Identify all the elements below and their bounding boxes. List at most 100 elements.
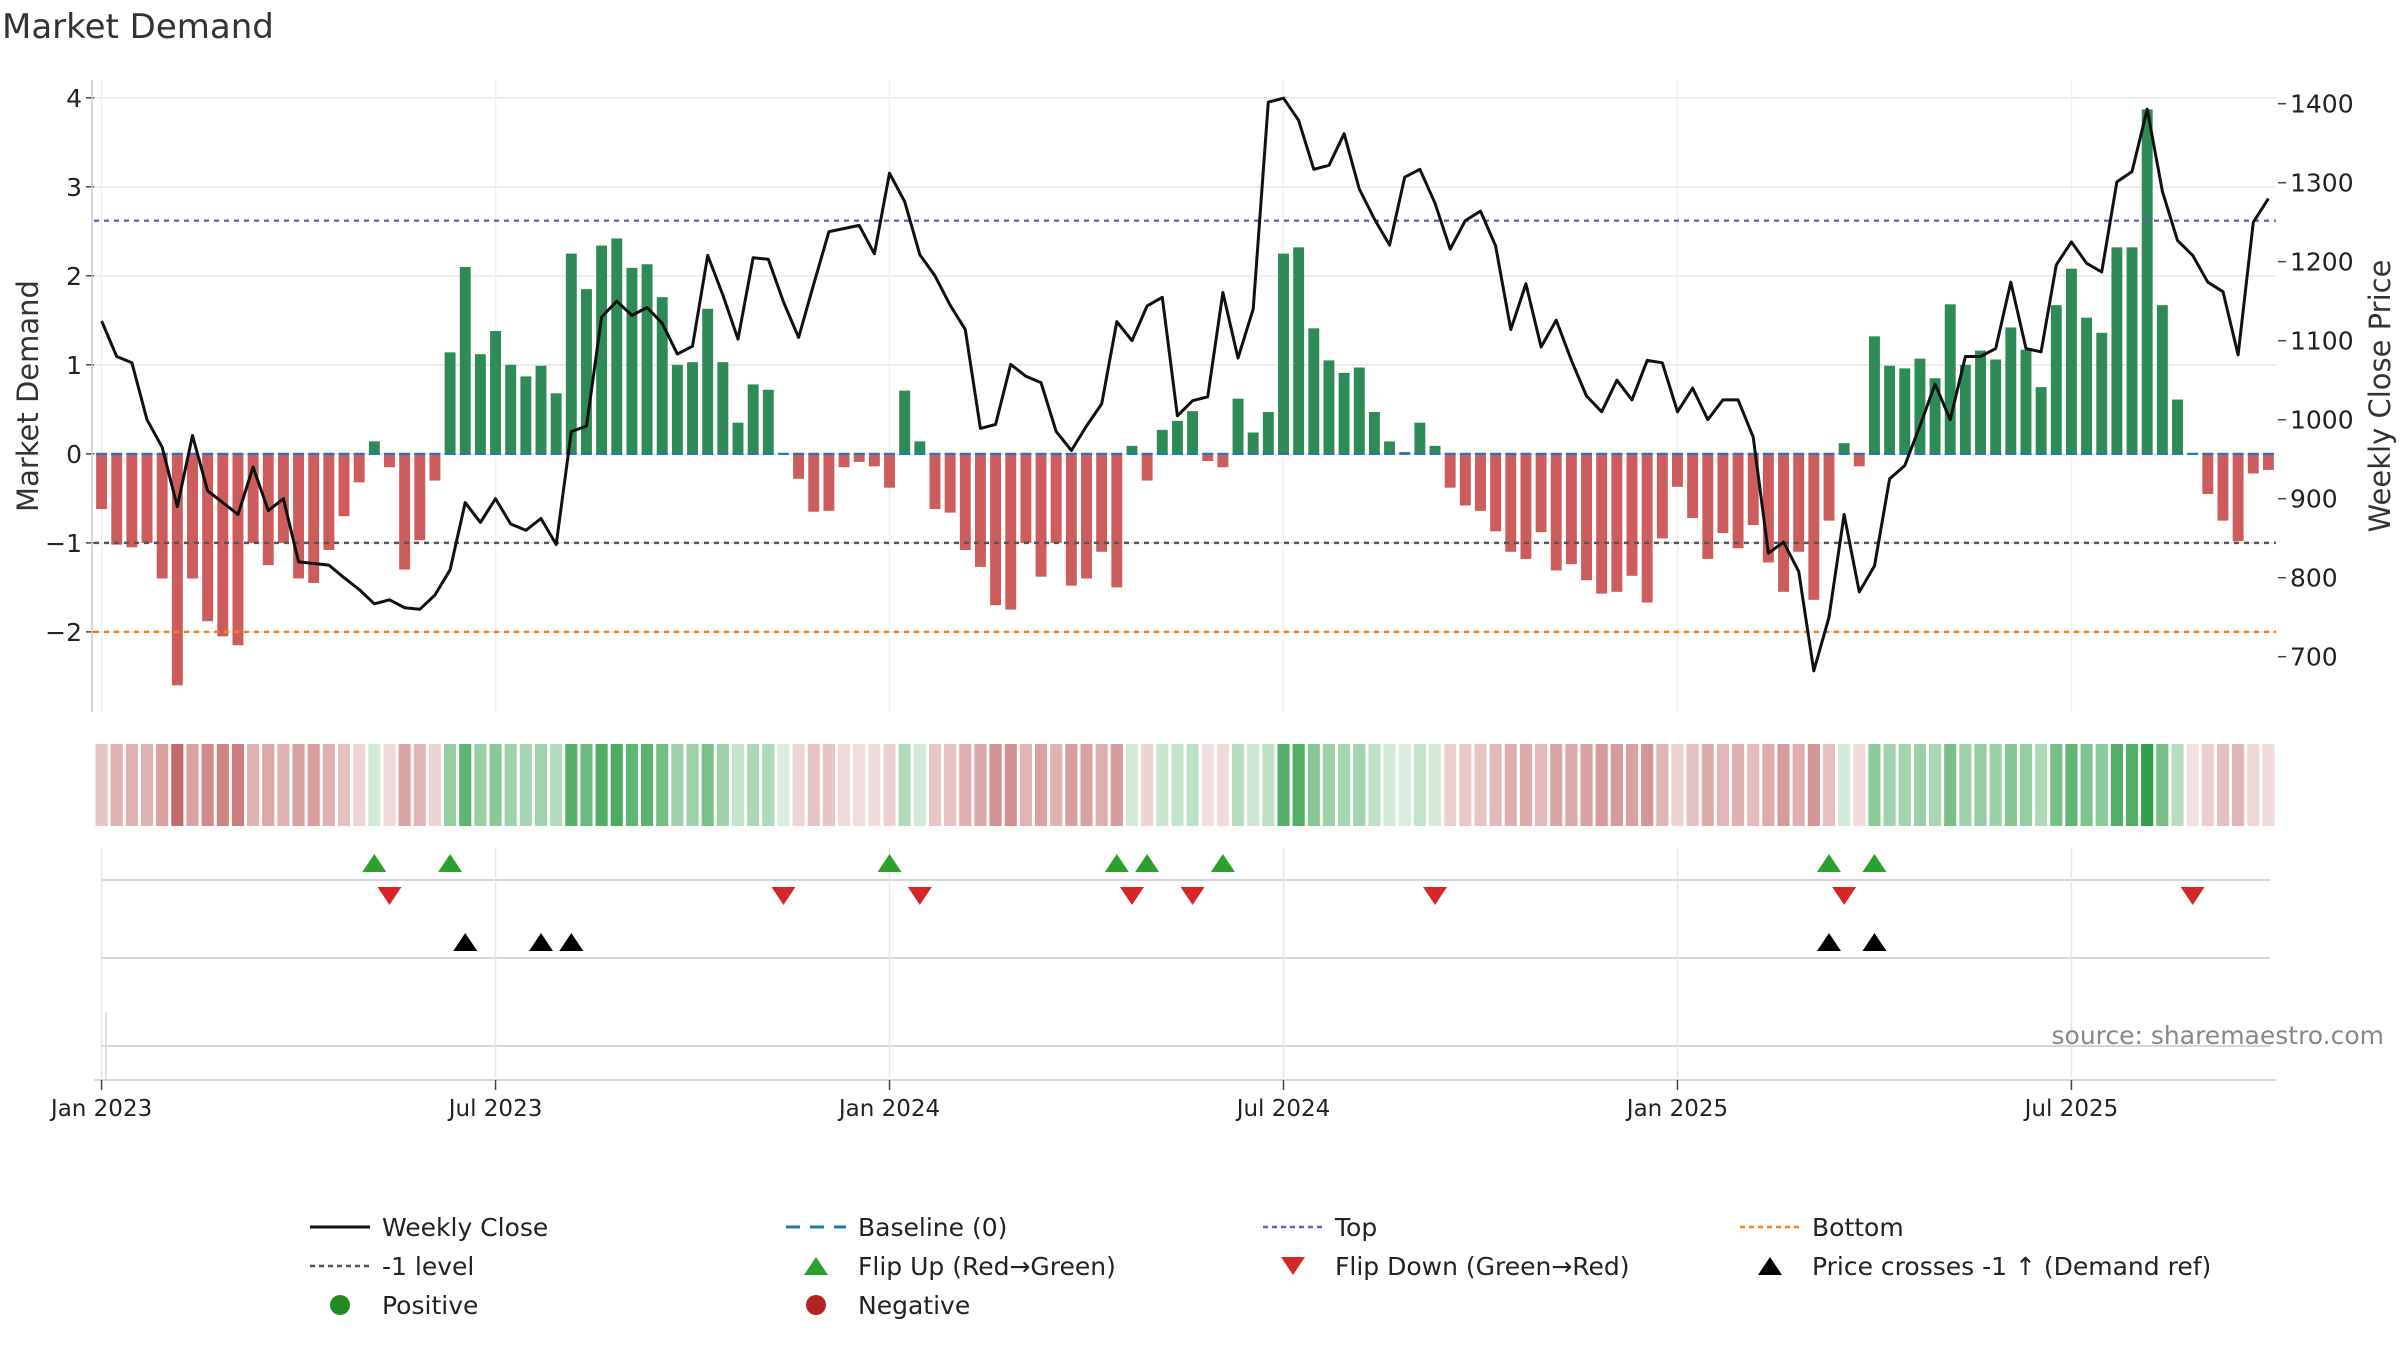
- y-left-tick-label: 4: [66, 84, 82, 113]
- price-cross-marker: [1816, 933, 1841, 951]
- legend-item: Baseline (0): [786, 1213, 1007, 1242]
- heat-cell: [716, 744, 729, 826]
- demand-bar-negative: [974, 453, 986, 567]
- demand-bar-positive: [520, 376, 532, 454]
- heat-cell: [2035, 744, 2048, 826]
- heat-cell: [140, 744, 154, 826]
- heat-cell: [504, 744, 517, 826]
- demand-bar-negative: [1747, 453, 1759, 526]
- demand-bar-negative: [1808, 453, 1820, 600]
- y-right-tick-label: 900: [2290, 485, 2338, 514]
- heat-cell: [2141, 744, 2154, 826]
- heat-cell: [1095, 744, 1108, 826]
- heat-cell: [1883, 744, 1896, 826]
- heat-cell: [216, 744, 229, 826]
- demand-bar-negative: [1656, 453, 1668, 539]
- heat-cell: [1641, 744, 1654, 826]
- demand-bar-negative: [96, 453, 108, 510]
- demand-bar-negative: [2247, 453, 2259, 474]
- demand-bar-positive: [1899, 368, 1911, 454]
- heat-cell: [2247, 744, 2260, 826]
- x-tick-label: Jan 2023: [49, 1096, 152, 1122]
- x-tick-label: Jul 2025: [2023, 1096, 2119, 1122]
- heat-cell: [1186, 744, 1199, 826]
- heat-cell: [292, 744, 305, 826]
- demand-bar-positive: [1247, 432, 1259, 454]
- x-tick-label: Jul 2024: [1235, 1096, 1331, 1122]
- legend-label: Negative: [858, 1291, 970, 1320]
- demand-bar-negative: [1853, 453, 1865, 467]
- price-cross-marker: [529, 933, 554, 951]
- demand-heat-strip: [95, 744, 2275, 826]
- heat-cell: [1050, 744, 1063, 826]
- heat-cell: [1322, 744, 1336, 826]
- demand-bar-negative: [1081, 453, 1092, 579]
- legend-item: Flip Down (Green→Red): [1281, 1252, 1630, 1281]
- heat-cell: [459, 744, 472, 826]
- demand-bar-positive: [368, 441, 380, 454]
- demand-bar-positive: [626, 267, 638, 454]
- demand-bar-negative: [323, 453, 335, 550]
- demand-bar-positive: [1308, 328, 1320, 454]
- heat-cell: [1822, 744, 1836, 826]
- demand-bar-positive: [702, 308, 714, 454]
- demand-bar-negative: [293, 453, 305, 579]
- demand-bar-negative: [111, 453, 123, 545]
- demand-bar-negative: [1672, 453, 1683, 487]
- demand-bar-positive: [596, 245, 608, 454]
- heat-cell: [2201, 744, 2214, 826]
- flip-down-marker: [771, 887, 796, 905]
- heat-cell: [1004, 744, 1017, 826]
- demand-bar-positive: [1187, 411, 1199, 454]
- demand-bar-negative: [399, 453, 411, 570]
- heat-cell: [110, 744, 123, 826]
- heat-cell: [1565, 744, 1578, 826]
- demand-bar-positive: [1232, 398, 1244, 454]
- heat-cell: [595, 744, 608, 826]
- legend-item: Weekly Close: [310, 1213, 548, 1242]
- demand-bar-positive: [505, 364, 517, 454]
- x-tick-label: Jan 2024: [837, 1096, 940, 1122]
- demand-bar-positive: [1338, 372, 1350, 454]
- heat-cell: [1762, 744, 1775, 826]
- demand-bar-negative: [1793, 453, 1805, 552]
- flip-down-marker: [1180, 887, 1205, 905]
- heat-cell: [944, 744, 957, 826]
- flip-down-marker: [1423, 887, 1448, 905]
- heat-cell: [959, 744, 972, 826]
- demand-bar-negative: [384, 453, 395, 468]
- y-left-tick-label: 1: [66, 351, 82, 380]
- demand-bar-negative: [1641, 453, 1653, 603]
- demand-bar-negative: [247, 453, 259, 543]
- heat-cell: [1944, 744, 1957, 826]
- heat-cell: [838, 744, 851, 826]
- heat-cell: [307, 744, 320, 826]
- heat-cell: [1716, 744, 1729, 826]
- heat-cell: [625, 744, 638, 826]
- demand-bar-positive: [459, 266, 471, 454]
- demand-bar-positive: [2156, 305, 2168, 454]
- price-cross-marker: [559, 933, 584, 951]
- heat-cell: [580, 744, 593, 826]
- chart-title: Market Demand: [2, 7, 274, 47]
- heat-cell: [1792, 744, 1805, 826]
- heat-cell: [1368, 744, 1381, 826]
- flip-up-marker: [1816, 854, 1841, 872]
- demand-bar-positive: [747, 384, 759, 454]
- demand-bar-negative: [1505, 453, 1517, 552]
- demand-bar-positive: [2096, 332, 2108, 454]
- demand-bar-positive: [550, 393, 562, 454]
- demand-bar-positive: [1990, 359, 2002, 454]
- heat-cell: [444, 744, 457, 826]
- demand-bar-positive: [762, 389, 774, 454]
- demand-bar-positive: [1353, 367, 1365, 454]
- demand-bar-positive: [1838, 443, 1850, 454]
- flip-down-marker: [2180, 887, 2205, 905]
- heat-cell: [807, 744, 820, 826]
- heat-cell: [883, 744, 896, 826]
- heat-cell: [1732, 744, 1745, 826]
- demand-bar-negative: [1217, 453, 1229, 468]
- heat-cell: [1156, 744, 1169, 826]
- demand-bar-negative: [959, 453, 971, 550]
